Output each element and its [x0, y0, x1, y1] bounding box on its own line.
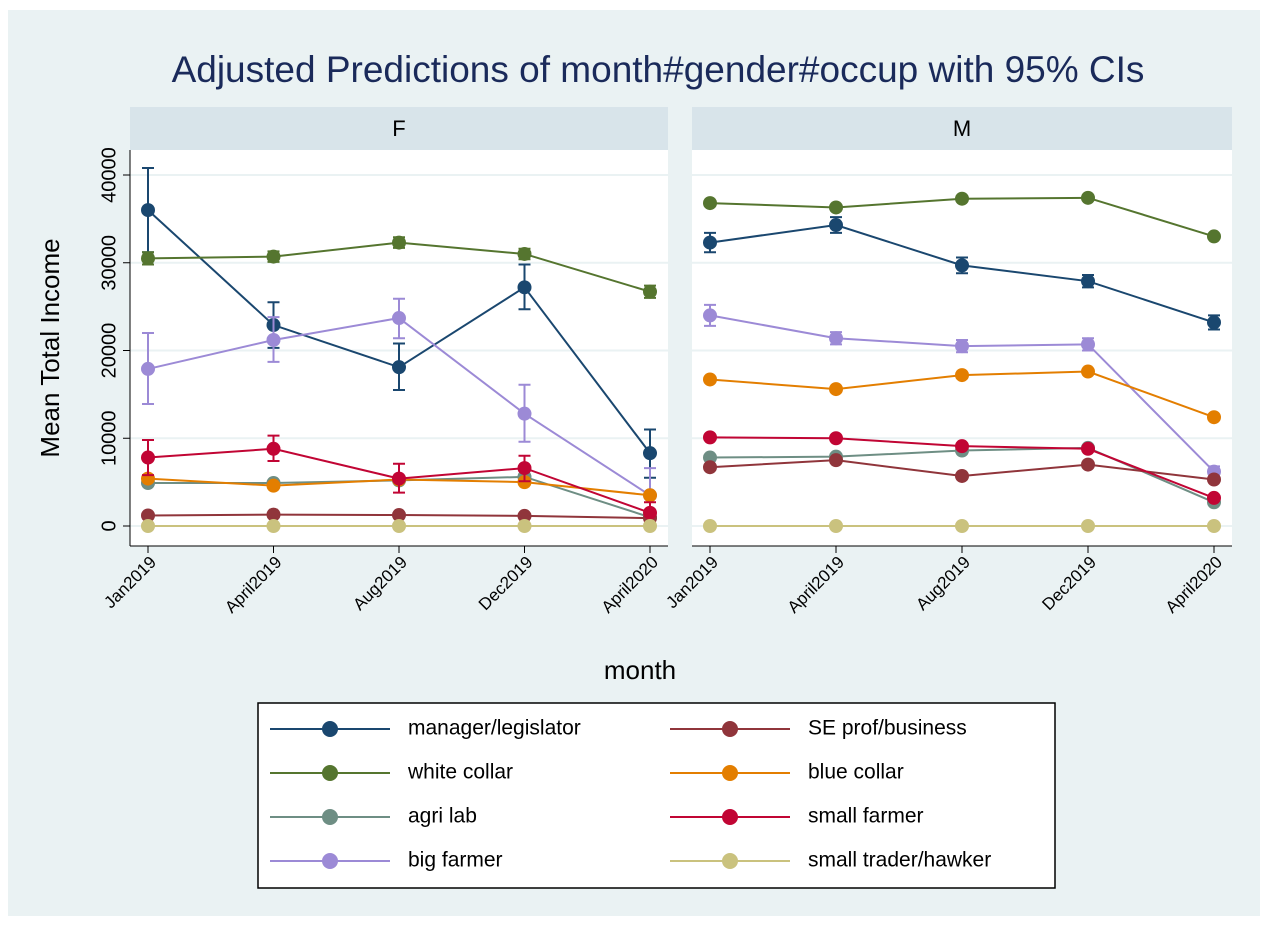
marker	[829, 453, 843, 468]
marker	[517, 246, 532, 261]
legend-marker	[322, 853, 338, 869]
marker	[1081, 337, 1095, 352]
marker	[392, 508, 406, 523]
marker	[266, 332, 281, 347]
legend-marker	[722, 809, 738, 825]
legend-label: big farmer	[408, 849, 503, 872]
marker	[141, 518, 155, 533]
marker	[703, 196, 717, 211]
marker	[266, 441, 281, 456]
y-tick-label: 0	[98, 520, 120, 531]
marker	[1081, 190, 1095, 205]
y-axis-label: Mean Total Income	[35, 238, 65, 457]
legend-label: white collar	[407, 761, 513, 784]
marker	[392, 311, 406, 326]
legend-box	[257, 702, 1056, 889]
marker	[1081, 441, 1095, 456]
marker	[829, 382, 843, 397]
marker	[1081, 518, 1095, 533]
marker	[1207, 490, 1221, 505]
legend-marker	[722, 721, 738, 737]
marker	[1081, 274, 1095, 289]
legend-marker	[722, 853, 738, 869]
panel-title: M	[953, 116, 971, 141]
marker	[141, 361, 155, 376]
legend-marker	[322, 809, 338, 825]
marker	[829, 218, 843, 233]
marker	[955, 191, 969, 206]
marker	[703, 372, 717, 387]
marker	[1207, 315, 1221, 330]
marker	[1081, 457, 1095, 472]
panel-title: F	[392, 116, 405, 141]
legend-label: manager/legislator	[408, 717, 581, 740]
marker	[643, 488, 657, 503]
panel-header	[692, 107, 1232, 150]
marker	[266, 518, 281, 533]
marker	[141, 251, 155, 266]
marker	[266, 249, 281, 264]
marker	[1081, 364, 1095, 379]
marker	[266, 478, 281, 493]
marker	[643, 518, 657, 533]
marker	[643, 505, 657, 520]
chart-title: Adjusted Predictions of month#gender#occ…	[172, 49, 1145, 90]
marker	[955, 439, 969, 454]
marker	[955, 368, 969, 383]
marker	[1207, 472, 1221, 487]
marker	[955, 339, 969, 354]
legend-label: agri lab	[408, 805, 477, 828]
marker	[955, 518, 969, 533]
y-tick-label: 10000	[98, 410, 120, 466]
marker	[1207, 229, 1221, 244]
marker	[141, 450, 155, 465]
legend-marker	[722, 765, 738, 781]
marker	[141, 203, 155, 218]
x-axis-label: month	[604, 655, 676, 685]
legend-label: small trader/hawker	[808, 849, 991, 872]
y-tick-label: 40000	[98, 147, 120, 203]
marker	[141, 508, 155, 523]
marker	[703, 450, 717, 465]
marker	[392, 471, 406, 486]
marker	[955, 258, 969, 273]
marker	[703, 460, 717, 475]
marker	[703, 430, 717, 445]
marker	[392, 518, 406, 533]
panel-header	[130, 107, 668, 150]
marker	[1207, 410, 1221, 425]
marker	[703, 308, 717, 323]
legend-label: small farmer	[808, 805, 924, 828]
marker	[643, 446, 657, 461]
marker	[955, 468, 969, 483]
legend-label: SE prof/business	[808, 717, 967, 740]
marker	[517, 280, 532, 295]
marker	[392, 360, 406, 375]
legend-marker	[322, 765, 338, 781]
marker	[829, 431, 843, 446]
marker	[643, 284, 657, 299]
marker	[266, 507, 281, 522]
y-tick-label: 30000	[98, 235, 120, 291]
marker	[517, 406, 532, 421]
marker	[829, 331, 843, 346]
marker	[517, 508, 532, 523]
marker	[829, 518, 843, 533]
marker	[703, 235, 717, 250]
marker	[829, 200, 843, 215]
legend-marker	[322, 721, 338, 737]
marker	[1207, 518, 1221, 533]
legend-label: blue collar	[808, 761, 904, 784]
marker	[703, 518, 717, 533]
marker	[517, 461, 532, 476]
y-tick-label: 20000	[98, 323, 120, 379]
marker	[392, 235, 406, 250]
marker	[517, 518, 532, 533]
